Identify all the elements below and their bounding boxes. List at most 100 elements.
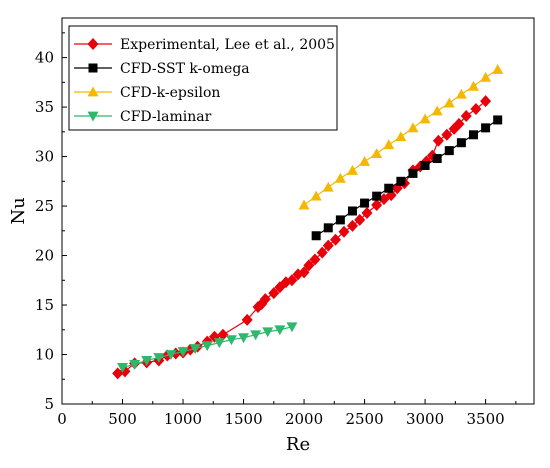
y-axis: 5 10 15 20 25 30 35 40: [35, 32, 67, 413]
data-point: [492, 63, 504, 74]
data-point: [481, 123, 491, 133]
series-line: [315, 119, 499, 237]
x-tick-label: 2500: [345, 410, 383, 428]
y-axis-title: Nu: [8, 197, 29, 224]
data-point: [346, 164, 358, 175]
data-point: [384, 183, 394, 193]
data-point: [129, 360, 141, 370]
data-point: [371, 199, 383, 212]
data-point: [177, 347, 189, 358]
data-point: [309, 253, 321, 266]
data-point: [241, 313, 253, 326]
data-point: [262, 327, 274, 338]
data-point: [322, 239, 334, 252]
x-tick-label: 3500: [466, 410, 504, 428]
data-point: [408, 168, 418, 178]
data-point: [480, 95, 492, 108]
data-point: [480, 71, 492, 82]
data-point: [316, 246, 328, 259]
data-point: [371, 148, 383, 158]
data-point: [335, 215, 345, 225]
y-tick-label: 40: [35, 49, 54, 67]
data-point: [338, 225, 350, 238]
data-point: [274, 325, 286, 336]
data-point: [493, 115, 503, 125]
data-point: [432, 134, 444, 147]
data-point: [112, 367, 124, 380]
x-tick-label: 500: [108, 410, 137, 428]
data-point: [117, 362, 129, 373]
data-point: [420, 160, 430, 170]
plot-area: [112, 63, 504, 380]
x-tick-label: 1000: [164, 410, 202, 428]
data-point: [298, 266, 310, 279]
y-tick-label: 35: [35, 98, 54, 116]
legend-label: CFD-k-epsilon: [120, 85, 220, 101]
data-point: [455, 88, 467, 99]
data-point: [372, 191, 382, 201]
data-point: [441, 128, 453, 141]
data-point: [201, 341, 213, 352]
data-point: [444, 146, 454, 156]
data-point: [298, 199, 310, 210]
data-point: [448, 122, 460, 135]
legend-box: [68, 25, 338, 131]
y-tick-label: 10: [35, 346, 54, 364]
legend-marker: [87, 86, 99, 97]
plot-frame: [61, 17, 535, 405]
data-point: [470, 103, 482, 116]
data-point: [250, 330, 262, 341]
y-tick-label: 15: [35, 296, 54, 314]
data-point: [165, 350, 177, 361]
data-point: [225, 335, 237, 346]
data-point: [359, 156, 371, 166]
data-point: [407, 122, 419, 133]
series-2: [298, 63, 504, 210]
data-point: [354, 213, 366, 226]
data-point: [467, 80, 479, 91]
data-point: [330, 233, 342, 246]
data-point: [303, 259, 315, 272]
data-point: [443, 97, 455, 108]
data-point: [396, 176, 406, 186]
series-0: [112, 95, 492, 380]
legend-marker: [87, 111, 99, 122]
data-point: [334, 172, 346, 183]
x-axis: 0 500 1000 1500 2000 2500 3000 3500: [57, 399, 517, 428]
data-point: [322, 181, 334, 192]
data-point: [419, 113, 431, 124]
data-point: [360, 198, 370, 208]
legend-label: CFD-SST k-omega: [120, 61, 250, 77]
data-point: [217, 328, 229, 341]
series-1: [311, 115, 503, 241]
data-point: [189, 344, 201, 355]
data-point: [268, 287, 280, 300]
x-tick-label: 0: [57, 410, 67, 428]
data-point: [310, 190, 322, 201]
series-3: [117, 322, 298, 373]
data-point: [346, 219, 358, 232]
data-point: [153, 353, 165, 363]
data-point: [460, 109, 472, 122]
data-point: [141, 356, 153, 366]
legend-marker: [88, 63, 98, 73]
y-tick-label: 20: [35, 247, 54, 265]
data-point: [383, 139, 395, 150]
data-point: [311, 231, 321, 241]
data-point: [395, 131, 407, 142]
x-tick-label: 2000: [285, 410, 323, 428]
x-tick-label: 1500: [224, 410, 262, 428]
legend-marker: [87, 38, 99, 50]
y-tick-label: 30: [35, 148, 54, 166]
series-line: [117, 100, 486, 374]
data-point: [323, 223, 333, 233]
data-point: [361, 206, 373, 219]
data-point: [468, 130, 478, 140]
x-axis-title: Re: [286, 434, 310, 455]
data-point: [456, 138, 466, 148]
data-point: [286, 322, 298, 333]
data-point: [453, 117, 465, 130]
legend: Experimental, Lee et al., 2005 CFD-SST k-…: [68, 25, 338, 131]
data-point: [431, 105, 443, 116]
